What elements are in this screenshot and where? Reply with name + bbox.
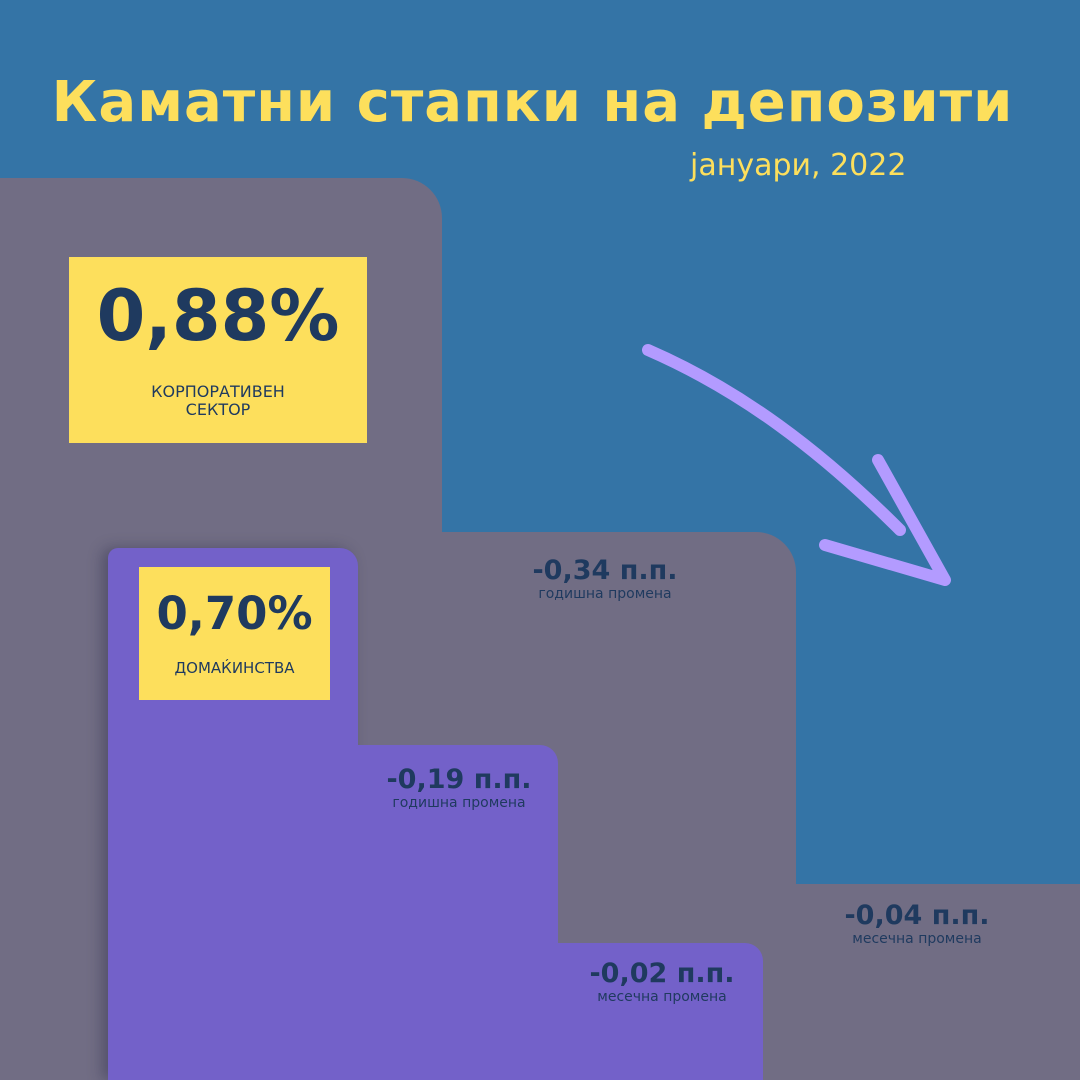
households-monthly-value: -0,02 п.п. [589, 958, 735, 989]
corporate-monthly-label: месечна промена [852, 931, 982, 947]
households-monthly-change: -0,02 п.п. месечна промена [542, 958, 782, 1005]
households-annual-value: -0,19 п.п. [386, 764, 532, 795]
households-annual-label: годишна промена [392, 795, 526, 811]
households-annual-change: -0,19 п.п. годишна промена [339, 764, 579, 811]
down-right-arrow-icon [642, 344, 951, 586]
page-subtitle: јануари, 2022 [690, 148, 907, 183]
households-monthly-label: месечна промена [597, 989, 727, 1005]
households-rate-label: ДОМАЌИНСТВА [174, 659, 295, 677]
corporate-label-line1: КОРПОРАТИВЕН [151, 382, 285, 401]
corporate-label-line2: СЕКТОР [185, 400, 251, 420]
corporate-monthly-change: -0,04 п.п. месечна промена [797, 900, 1037, 947]
households-step-bottom [108, 943, 763, 1080]
households-rate-box: 0,70% ДОМАЌИНСТВА [139, 567, 330, 700]
corporate-rate-box: 0,88% КОРПОРАТИВЕН СЕКТОР [69, 257, 367, 443]
corporate-annual-label: годишна промена [538, 586, 672, 602]
corporate-rate-value: 0,88% [96, 275, 340, 357]
households-rate-value: 0,70% [156, 587, 313, 640]
page-title: Каматни стапки на депозити [51, 70, 1014, 135]
corporate-rate-label: КОРПОРАТИВЕН СЕКТОР [69, 382, 367, 420]
corporate-annual-change: -0,34 п.п. годишна промена [485, 555, 725, 602]
corporate-monthly-value: -0,04 п.п. [844, 900, 990, 931]
corporate-annual-value: -0,34 п.п. [532, 555, 678, 586]
